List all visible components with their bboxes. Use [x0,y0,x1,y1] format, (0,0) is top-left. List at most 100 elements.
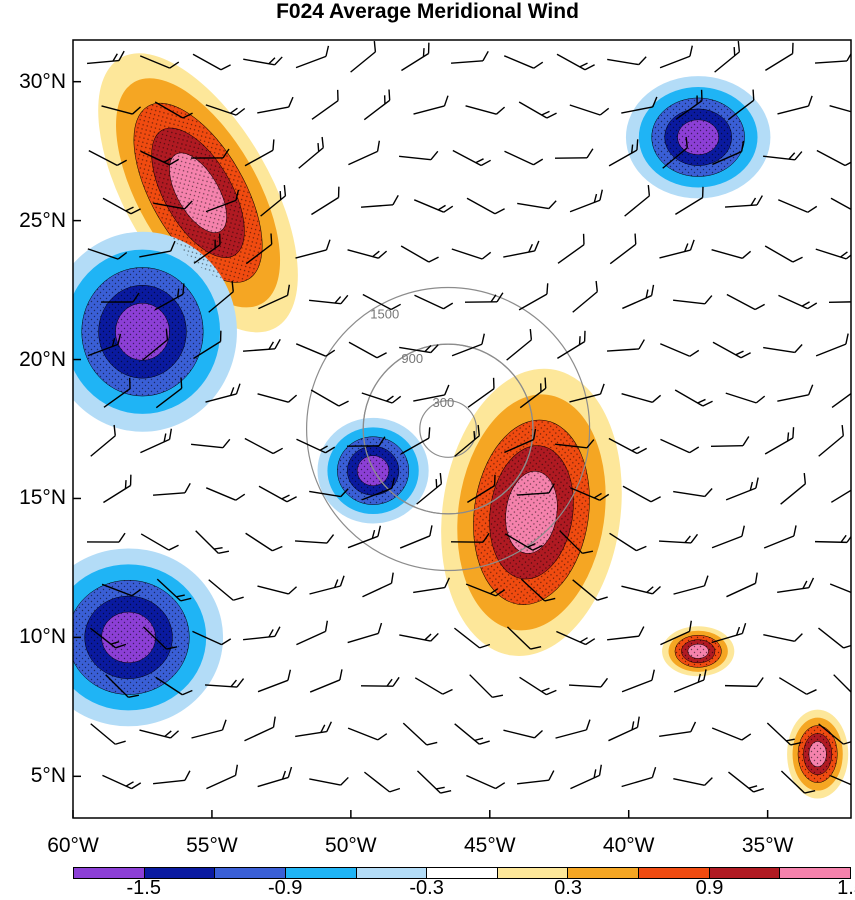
wind-barb [295,343,336,357]
colorbar-swatch [427,868,498,878]
wind-barb [87,248,128,260]
colorbar-label: 0.3 [554,877,582,899]
colorbar-swatch [144,868,216,878]
wind-barb [243,626,281,641]
stipple-region [73,580,190,695]
wind-barb [190,148,230,159]
wind-barb [519,676,557,696]
wind-barb [245,233,273,265]
wind-barb [559,530,594,554]
wind-barb [350,41,377,73]
wind-barb [257,585,298,595]
wind-barb [570,764,602,790]
wind-barb [503,55,544,69]
wind-barb [658,533,699,544]
longitude-label: 35°W [741,834,794,857]
wind-barb [139,55,180,69]
wind-barb [348,341,387,359]
wind-barb [362,572,394,598]
wind-barb [156,578,192,602]
wind-barb [621,392,662,404]
wind-barb [660,438,700,454]
wind-barb [453,627,491,649]
wind-barb [777,95,813,115]
wind-barb [309,575,345,595]
wind-barb [675,186,704,215]
wind-barb [363,771,401,793]
wind-barb [242,338,281,352]
wind-barb [517,200,557,210]
wind-barb [572,280,598,313]
wind-barb [662,136,688,169]
wind-barb [673,295,713,305]
wind-barb [86,532,126,543]
wind-barb [815,333,849,357]
wind-barb [204,678,245,688]
wind-barb [570,487,610,501]
longitude-label: 50°W [325,834,377,857]
wind-barb [295,721,333,738]
wind-barb [140,150,180,166]
wind-barb [363,89,391,121]
wind-barb [450,50,489,64]
wind-barb [155,377,183,409]
wind-barb [673,488,713,498]
colorbar-swatch [780,868,851,878]
wind-barb [103,377,131,408]
wind-barb [555,439,595,449]
wind-barb [504,533,543,551]
wind-barb [711,727,752,741]
colorbar-swatch [356,868,428,878]
wind-barb [311,186,340,216]
wind-barb [466,774,506,790]
wind-barb [205,383,241,403]
wind-barb [153,770,191,785]
wind-barb [102,197,141,215]
wind-barb [606,339,645,352]
latitude-label: 15°N [19,486,66,510]
colorbar-label: 1.5 [837,877,855,899]
wind-barbs [86,41,851,794]
wind-barb [208,280,234,313]
wind-barb [451,333,485,357]
wind-barb [506,329,533,361]
wind-barb [503,729,543,739]
longitude-label: 45°W [463,834,516,857]
wind-barb [660,343,700,357]
wind-barb [711,622,747,644]
wind-barb [296,438,336,454]
wind-barb [777,577,815,593]
stipple-region [798,725,838,783]
wind-barb [298,136,324,169]
wind-barb [361,392,402,404]
wind-barb [101,105,142,115]
range-rings: 300 900 1500 [305,286,591,572]
colorbar-swatch [497,868,569,878]
wind-barb [520,578,556,602]
wind-barb [154,101,193,119]
wind-barb [401,42,430,72]
wind-barb [192,630,232,646]
wind-barb [399,344,439,354]
wind-barb [780,770,816,794]
wind-barb [609,532,647,552]
wind-barb [609,233,637,265]
wind-barb [193,233,221,264]
wind-barb [154,283,185,311]
wind-barb [258,284,291,310]
wind-barb [569,104,610,116]
wind-barb [777,384,814,402]
wind-barb [763,151,803,161]
wind-barb [814,533,851,544]
wind-barb [726,293,765,311]
wind-barb [465,583,506,597]
stipple-region [133,103,263,283]
wind-barb [399,150,439,161]
wind-barb [360,676,400,687]
wind-barb [413,95,449,115]
wind-barb [257,393,298,403]
wind-barb [659,239,695,259]
wind-barb [607,56,647,66]
wind-barb [257,766,293,788]
colorbar-label: -0.9 [267,877,303,899]
